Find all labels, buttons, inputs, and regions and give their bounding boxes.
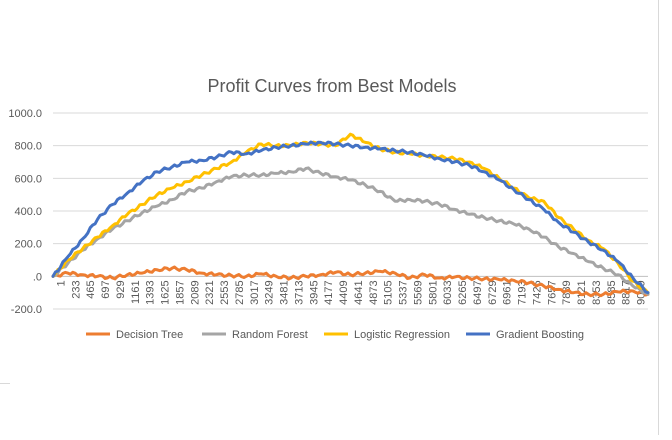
x-axis-tick-labels: 1 233 465 697 929 1161 1393 1625 1857 2089 2321 255… [55,280,647,304]
chart-title: Profit Curves from Best Models [207,76,456,96]
x-tick-label: 4641 [353,280,365,304]
x-tick-label: 2553 [219,280,231,304]
x-tick-label: 2089 [189,280,201,304]
x-tick-label: 5105 [383,280,395,304]
x-tick-label: 8121 [576,280,588,304]
series-line-gradient-boosting [51,140,650,295]
x-tick-label: 7657 [546,280,558,304]
x-tick-label: 6729 [487,280,499,304]
y-tick-label: 800.0 [14,141,42,153]
x-tick-label: 6961 [502,280,514,304]
legend: Decision Tree Random Forest Logistic Regre… [86,329,584,341]
chart-frame-right-edge [658,0,659,435]
x-tick-label: 2321 [204,280,216,304]
y-tick-label: -200.0 [11,304,42,316]
y-tick-label: 1000.0 [8,108,42,120]
x-tick-label: 3481 [279,280,291,304]
legend-label: Decision Tree [116,329,183,341]
x-tick-label: 6033 [442,280,454,304]
x-tick-label: 1625 [160,280,172,304]
y-tick-label: 400.0 [14,206,42,218]
x-tick-label: 4177 [323,280,335,304]
x-tick-label: 697 [100,280,112,298]
x-tick-label: 4409 [338,280,350,304]
x-tick-label: 7889 [561,280,573,304]
x-tick-label: 2785 [234,280,246,304]
x-tick-label: 6497 [472,280,484,304]
x-tick-label: 1393 [145,280,157,304]
y-tick-label: 200.0 [14,239,42,251]
legend-label: Gradient Boosting [496,329,584,341]
x-tick-label: 3945 [308,280,320,304]
x-tick-label: 6265 [457,280,469,304]
x-tick-label: 7193 [517,280,529,304]
series-line-logistic-regression [51,132,650,295]
x-tick-label: 1857 [174,280,186,304]
x-tick-label: 929 [115,280,127,298]
y-tick-label: 600.0 [14,173,42,185]
x-tick-label: 4873 [368,280,380,304]
series-lines [51,132,650,298]
x-tick-label: 5801 [427,280,439,304]
x-tick-label: 465 [85,280,97,298]
x-tick-label: 3713 [293,280,305,304]
y-tick-label: .0 [33,271,42,283]
x-tick-label: 5569 [412,280,424,304]
legend-label: Random Forest [232,329,308,341]
x-tick-label: 3017 [249,280,261,304]
series-line-random-forest [51,166,650,296]
x-tick-label: 1 [55,280,67,286]
legend-label: Logistic Regression [354,329,450,341]
chart-frame-bottom-tick [0,383,10,384]
x-tick-label: 7425 [531,280,543,304]
x-tick-label: 3249 [264,280,276,304]
x-tick-label: 1161 [130,280,142,304]
series-line-decision-tree [51,265,650,298]
y-axis-tick-labels: -200.0 .0 200.0 400.0 600.0 800.0 1000.0 [8,108,42,316]
x-tick-label: 5337 [398,280,410,304]
x-tick-label: 233 [70,280,82,298]
